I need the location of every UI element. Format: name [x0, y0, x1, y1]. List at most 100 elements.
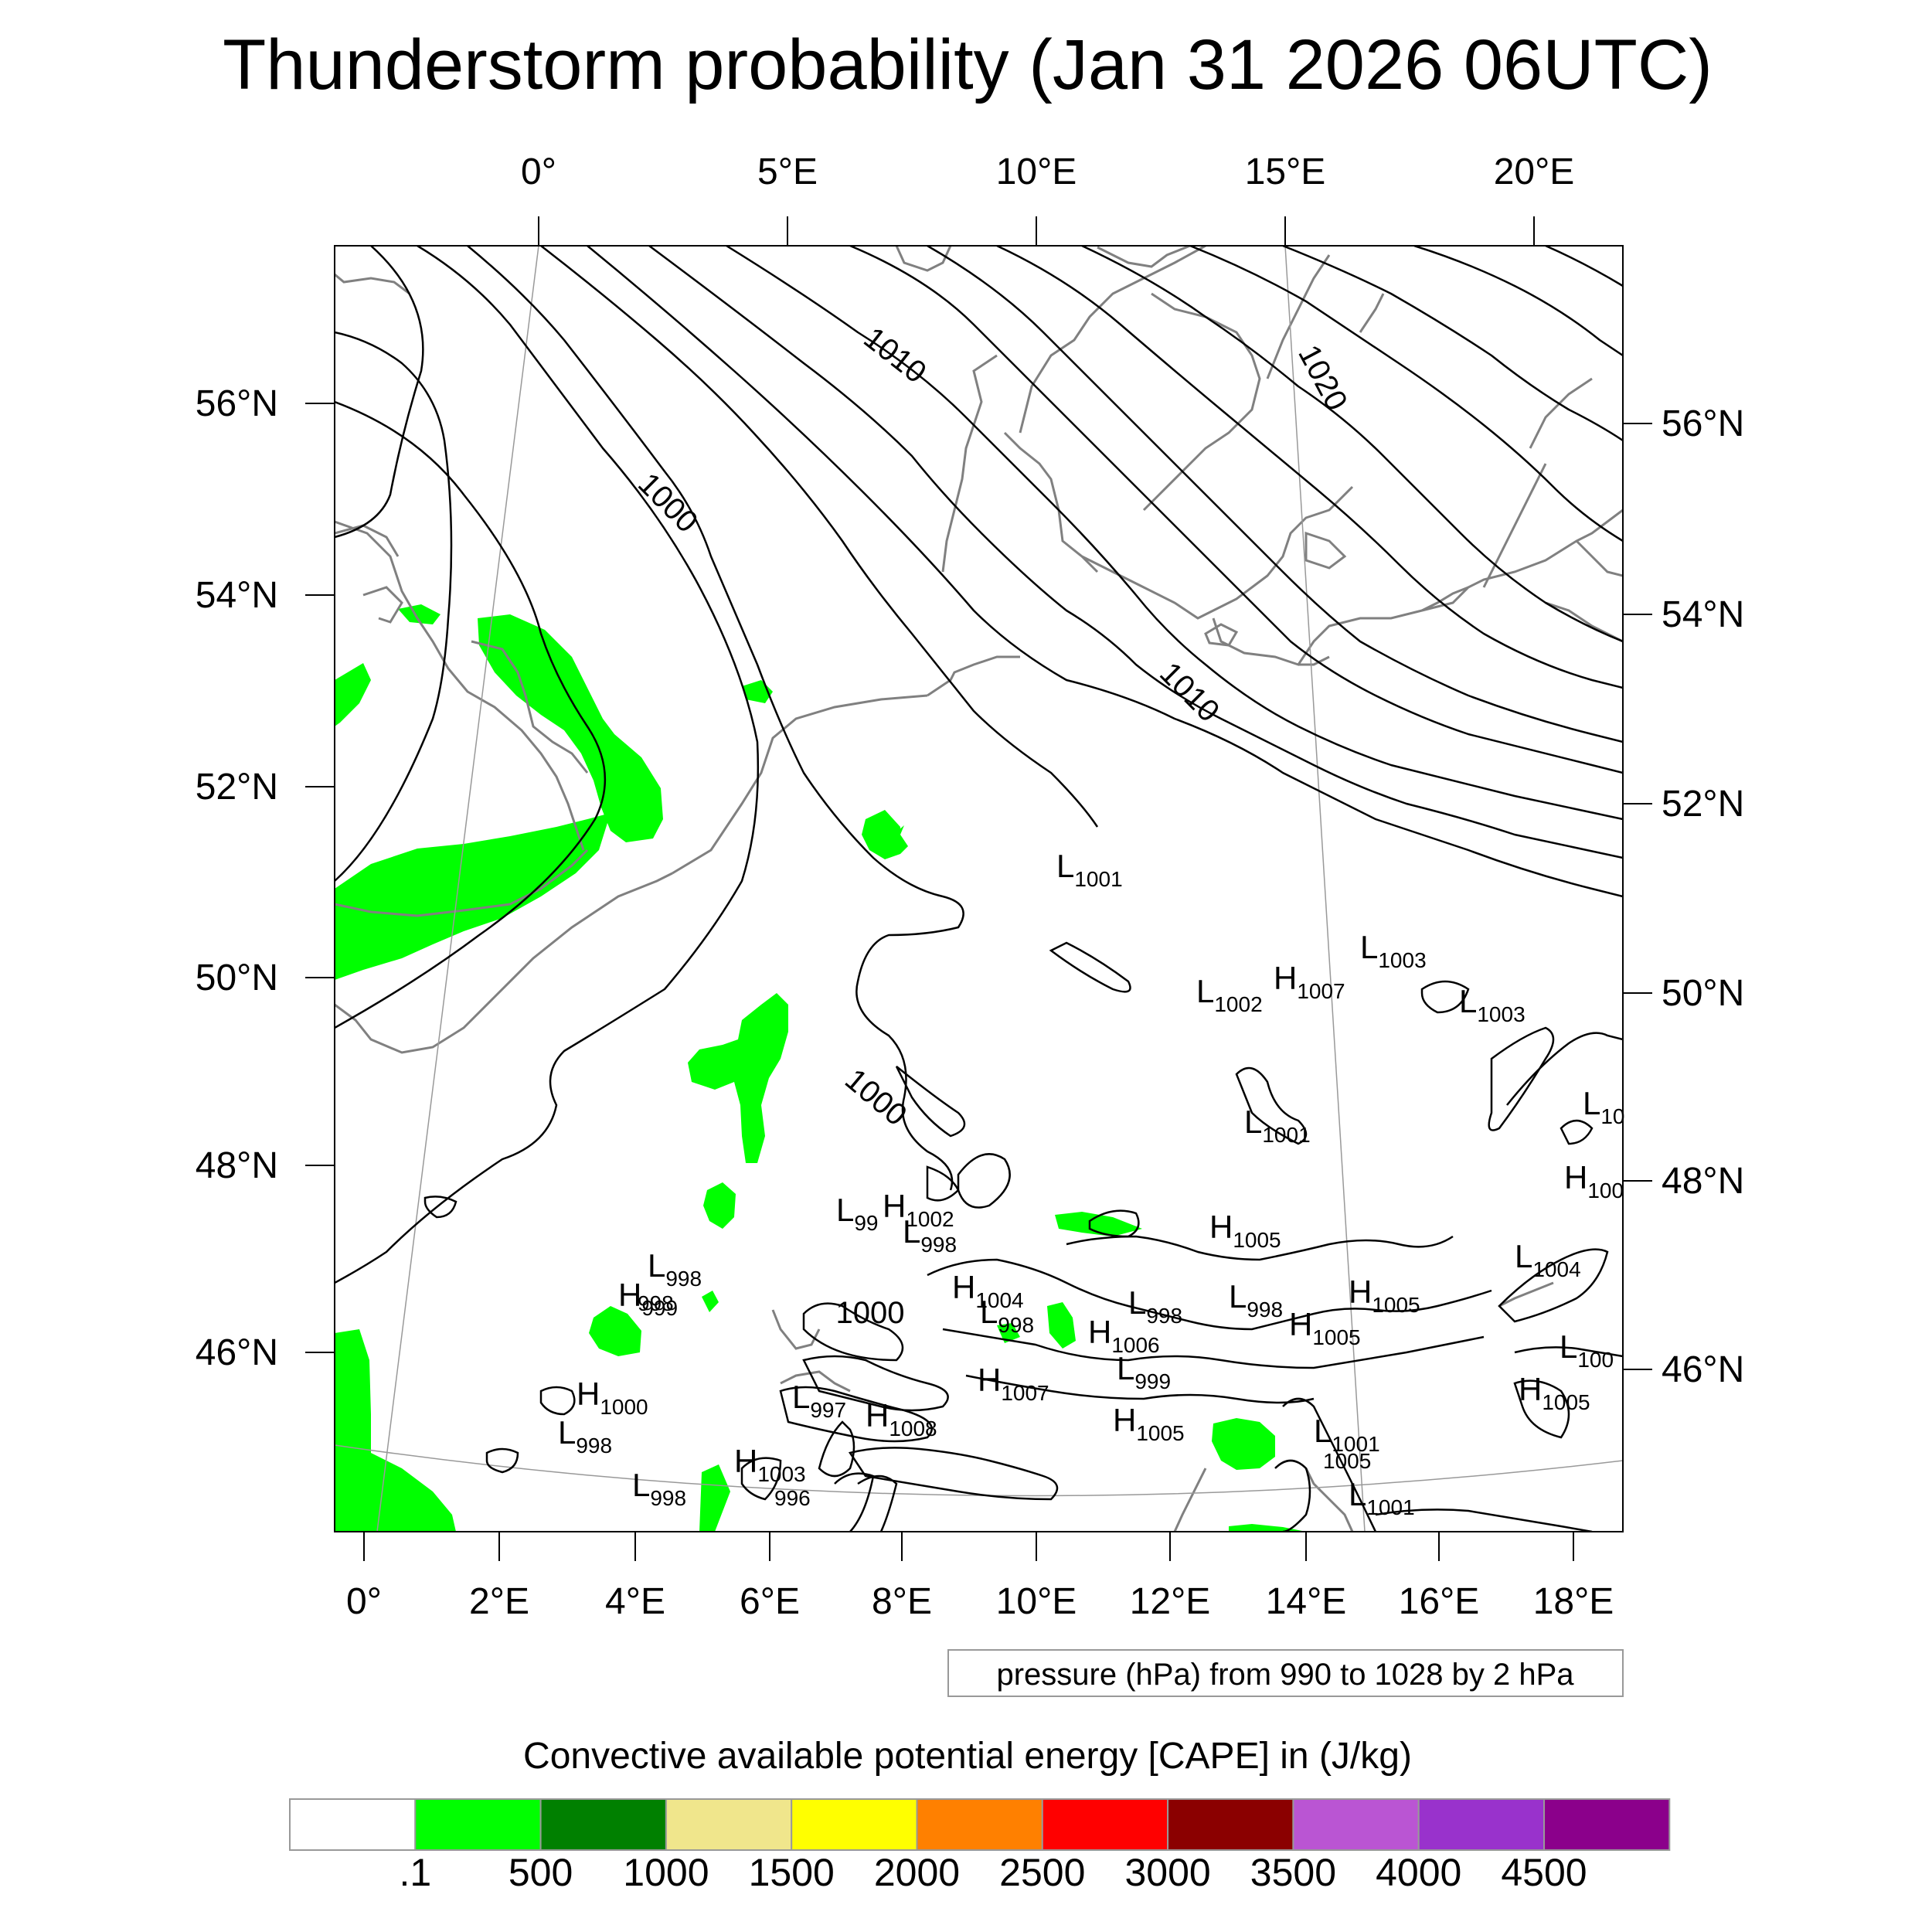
colorbar-box	[1417, 1798, 1545, 1851]
cape-area	[398, 604, 440, 624]
coastline	[335, 524, 400, 557]
coastline	[471, 640, 589, 774]
cape-area	[1212, 1418, 1275, 1470]
pressure-center: 998	[638, 1291, 674, 1315]
isobar	[587, 246, 1623, 898]
coastline	[335, 849, 589, 917]
colorbar-label: Convective available potential energy [C…	[523, 1736, 1412, 1777]
pressure-center: L1001	[1349, 1476, 1415, 1519]
colorbar-boxes	[289, 1798, 1671, 1851]
colorbar-box	[414, 1798, 542, 1851]
colorbar-tick-label: .1	[399, 1851, 431, 1894]
pressure-center: L998	[903, 1213, 957, 1257]
isobar	[1282, 1397, 1377, 1532]
lon-label: 10°E	[996, 1581, 1077, 1622]
pressure-center: H1005	[1289, 1306, 1361, 1349]
pressure-center: L1003	[1360, 929, 1427, 972]
isobar	[423, 1196, 457, 1219]
lat-label: 54°N	[1662, 594, 1744, 635]
pressure-center: L999	[1117, 1350, 1171, 1393]
isobar	[818, 1420, 855, 1478]
pressure-center: L10	[1583, 1085, 1625, 1128]
pressure-center: H1005	[1209, 1209, 1281, 1252]
isobar	[779, 1386, 933, 1443]
cape-area	[1229, 1524, 1306, 1532]
colorbar-tick-label: 1000	[623, 1851, 709, 1894]
lat-label: 46°N	[1662, 1349, 1744, 1390]
pressure-center: L1004	[1515, 1238, 1581, 1281]
isobar	[335, 331, 453, 882]
cape-area	[589, 1306, 641, 1356]
colorbar-box	[791, 1798, 918, 1851]
coastline	[1019, 246, 1206, 434]
pressure-center: L1001	[1314, 1413, 1380, 1456]
coastline	[1003, 431, 1099, 573]
coastline	[927, 655, 1020, 697]
isobar	[1488, 1026, 1555, 1131]
isobar	[1498, 1248, 1609, 1323]
isobar	[996, 246, 1623, 689]
coastline	[335, 872, 673, 1054]
cape-area	[335, 1329, 456, 1532]
pressure-center: H1004	[952, 1269, 1024, 1312]
colorbar-box	[1292, 1798, 1420, 1851]
cape-area	[688, 993, 788, 1163]
pressure-center: L998	[1128, 1284, 1182, 1328]
lat-label: 46°N	[196, 1332, 278, 1373]
top-lon-labels: 0° 5°E 10°E 15°E 20°E	[521, 151, 1574, 192]
isobar	[802, 1302, 904, 1362]
coastline	[672, 694, 928, 875]
graticule	[335, 246, 1623, 1532]
lon-label: 5°E	[757, 151, 818, 192]
cape-area	[702, 1291, 719, 1312]
coastline	[1359, 293, 1385, 333]
isobar	[726, 246, 1623, 821]
lat-label: 48°N	[1662, 1161, 1744, 1202]
coastline	[1421, 586, 1469, 612]
lon-label: 2°E	[469, 1581, 529, 1622]
lon-label: 0°	[521, 151, 556, 192]
colorbar-tick-label: 500	[509, 1851, 573, 1894]
pressure-center: L1003	[1459, 983, 1526, 1026]
isobar	[1375, 1509, 1593, 1532]
lat-label: 52°N	[196, 767, 278, 808]
colorbar-tick-label: 3500	[1250, 1851, 1336, 1894]
pressure-center: L998	[648, 1247, 702, 1291]
isobar-label: 1000	[836, 1296, 905, 1330]
pressure-center: H1006	[1088, 1314, 1160, 1357]
colorbar-box	[289, 1798, 417, 1851]
isobar	[1506, 1032, 1623, 1106]
isobar	[895, 1066, 966, 1138]
pressure-center: L99	[836, 1192, 879, 1235]
pressure-center: L998	[980, 1294, 1034, 1337]
isobar	[957, 1153, 1011, 1209]
chart-title: Thunderstorm probability (Jan 31 2026 06…	[223, 26, 1713, 104]
coastline	[1097, 246, 1191, 268]
pressure-center: H1008	[866, 1397, 937, 1440]
isobar	[1513, 1379, 1570, 1439]
isobar	[540, 246, 1099, 828]
colorbar-tick-label: 4500	[1501, 1851, 1587, 1894]
pressure-center: H1000	[577, 1376, 648, 1419]
pressure-center: H999	[618, 1277, 678, 1320]
lon-label: 18°E	[1533, 1581, 1614, 1622]
colorbar-ticks: .1 500 1000 1500 2000 2500 3000 3500 4000 4500	[399, 1851, 1587, 1894]
colorbar-tick-label: 2000	[874, 1851, 960, 1894]
cape-area	[1047, 1302, 1076, 1349]
isobar	[485, 1447, 519, 1474]
cape-area	[997, 1323, 1020, 1343]
info-box-frame	[947, 1649, 1624, 1697]
coastline	[1482, 463, 1547, 588]
pressure-center: 996	[774, 1486, 811, 1510]
isobar	[1081, 246, 1623, 643]
bottom-lon-labels: 0° 2°E 4°E 6°E 8°E 10°E 12°E 14°E 16°E 1…	[346, 1581, 1614, 1622]
coastline	[1575, 539, 1623, 577]
lat-label: 56°N	[1662, 403, 1744, 444]
pressure-center: L997	[792, 1379, 846, 1422]
isobar	[927, 246, 1623, 743]
coastline	[1266, 254, 1331, 379]
cape-area	[1055, 1212, 1142, 1236]
cape-area	[478, 614, 663, 842]
info-box: pressure (hPa) from 990 to 1028 by 2 hPa	[947, 1649, 1624, 1697]
colorbar-box	[665, 1798, 793, 1851]
